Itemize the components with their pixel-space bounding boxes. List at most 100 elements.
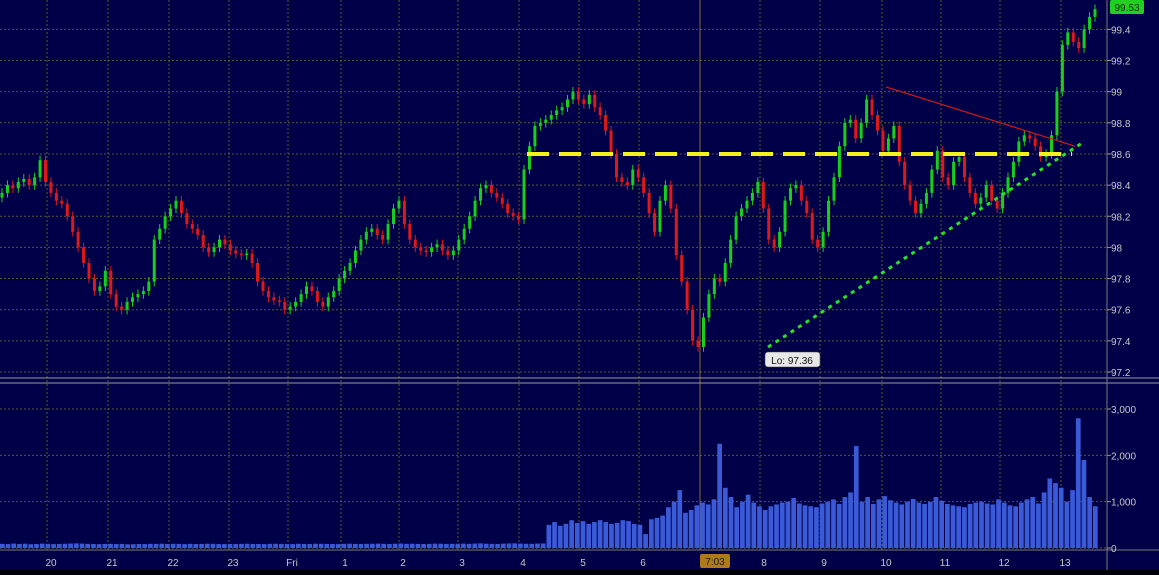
candle-body xyxy=(364,231,368,240)
volume-bar xyxy=(472,543,478,548)
time-tick-label: 23 xyxy=(227,558,239,569)
time-tick-label: 9 xyxy=(821,558,827,569)
candle-body xyxy=(897,125,901,162)
candle-body xyxy=(571,91,575,100)
candle-body xyxy=(430,247,434,253)
candle-body xyxy=(538,122,542,126)
candle-body xyxy=(294,301,298,307)
time-tick-label: 10 xyxy=(880,558,892,569)
volume-bar xyxy=(779,502,785,548)
candle-body xyxy=(92,278,96,292)
price-tick-label: 97.2 xyxy=(1111,368,1131,379)
volume-bar xyxy=(335,544,341,548)
time-tick-label: 11 xyxy=(940,558,951,569)
candle-body xyxy=(788,188,792,201)
volume-bar xyxy=(888,500,893,548)
candle-body xyxy=(353,250,357,263)
candle-body xyxy=(669,185,673,209)
volume-bar xyxy=(102,543,108,548)
candle-body xyxy=(103,270,107,287)
candle-body xyxy=(984,185,988,198)
candle-body xyxy=(261,281,265,292)
candle-body xyxy=(272,297,276,301)
volume-bar xyxy=(711,499,717,548)
volume-bar xyxy=(1064,501,1070,548)
cursor-time-badge: 7:03 xyxy=(700,554,730,568)
candle-body xyxy=(957,157,961,162)
volume-bar xyxy=(1041,492,1047,548)
candle-body xyxy=(604,115,608,131)
candle-body xyxy=(1006,177,1010,193)
candle-body xyxy=(500,197,504,204)
price-tick-label: 97.4 xyxy=(1111,337,1131,348)
candle-body xyxy=(566,99,570,108)
volume-bar xyxy=(444,543,449,548)
volume-bar xyxy=(227,543,233,548)
candle-body xyxy=(914,200,918,214)
candle-body xyxy=(1077,41,1081,49)
candle-body xyxy=(859,122,863,139)
candle-body xyxy=(680,255,684,282)
volume-bar xyxy=(307,544,313,548)
candle-body xyxy=(783,200,787,232)
volume-bar xyxy=(130,544,136,548)
candle-body xyxy=(924,192,928,204)
candle-body xyxy=(658,200,662,232)
candle-body xyxy=(653,213,657,232)
candle-body xyxy=(190,224,194,229)
candle-body xyxy=(576,91,580,100)
candle-body xyxy=(11,185,15,189)
volume-bar xyxy=(495,543,500,548)
volume-bar xyxy=(1007,505,1013,548)
candle-body xyxy=(277,300,281,302)
candle-body xyxy=(174,200,178,209)
candle-body xyxy=(1093,9,1097,17)
volume-bar xyxy=(757,506,762,548)
candle-body xyxy=(1001,192,1005,209)
volume-bar xyxy=(870,503,876,548)
candle-body xyxy=(305,286,309,295)
volume-bar xyxy=(984,503,990,548)
candle-body xyxy=(250,253,254,263)
time-tick-label: 5 xyxy=(580,558,586,569)
time-tick-label: 1 xyxy=(342,558,348,569)
time-tick-label: Fri xyxy=(286,558,298,569)
candle-body xyxy=(511,213,515,217)
volume-bar xyxy=(1070,490,1075,548)
time-tick-label: 12 xyxy=(998,558,1010,569)
volume-bar xyxy=(170,543,176,548)
volume-bar xyxy=(193,544,199,548)
candle-body xyxy=(995,200,999,209)
volume-bar xyxy=(546,524,552,548)
volume-bar xyxy=(569,520,574,548)
candle-body xyxy=(381,234,385,240)
volume-bar xyxy=(1024,499,1030,548)
volume-bar xyxy=(153,543,159,548)
volume-bar xyxy=(1053,483,1058,548)
volume-bar xyxy=(899,504,905,548)
candle-body xyxy=(114,294,118,307)
volume-bar xyxy=(17,543,22,548)
candle-body xyxy=(87,262,91,279)
volume-bar xyxy=(660,515,666,548)
volume-bar xyxy=(455,543,461,548)
volume-bar xyxy=(352,543,358,548)
volume-bar xyxy=(182,544,187,548)
candle-body xyxy=(98,286,102,292)
volume-bar xyxy=(74,543,79,548)
volume-bar xyxy=(574,522,580,548)
candle-body xyxy=(348,262,352,271)
price-tick-label: 98.8 xyxy=(1111,119,1131,130)
candle-body xyxy=(71,216,75,232)
volume-bar xyxy=(620,520,626,548)
candle-body xyxy=(707,294,711,318)
candle-body xyxy=(941,150,945,178)
volume-bar xyxy=(296,543,301,548)
volume-bar xyxy=(250,543,256,548)
volume-bar xyxy=(483,543,489,548)
candle-body xyxy=(435,244,439,248)
volume-bar xyxy=(409,543,415,548)
volume-bar xyxy=(728,497,734,548)
